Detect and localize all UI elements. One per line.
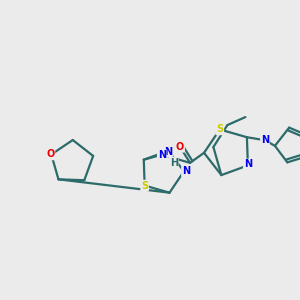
Text: S: S <box>216 124 224 134</box>
Text: S: S <box>141 181 148 190</box>
Text: H: H <box>170 158 178 168</box>
Text: O: O <box>46 149 55 160</box>
Text: N: N <box>164 147 172 157</box>
Text: N: N <box>158 150 166 160</box>
Text: O: O <box>176 142 184 152</box>
Text: N: N <box>244 159 252 170</box>
Text: N: N <box>261 135 269 145</box>
Text: N: N <box>182 166 190 176</box>
